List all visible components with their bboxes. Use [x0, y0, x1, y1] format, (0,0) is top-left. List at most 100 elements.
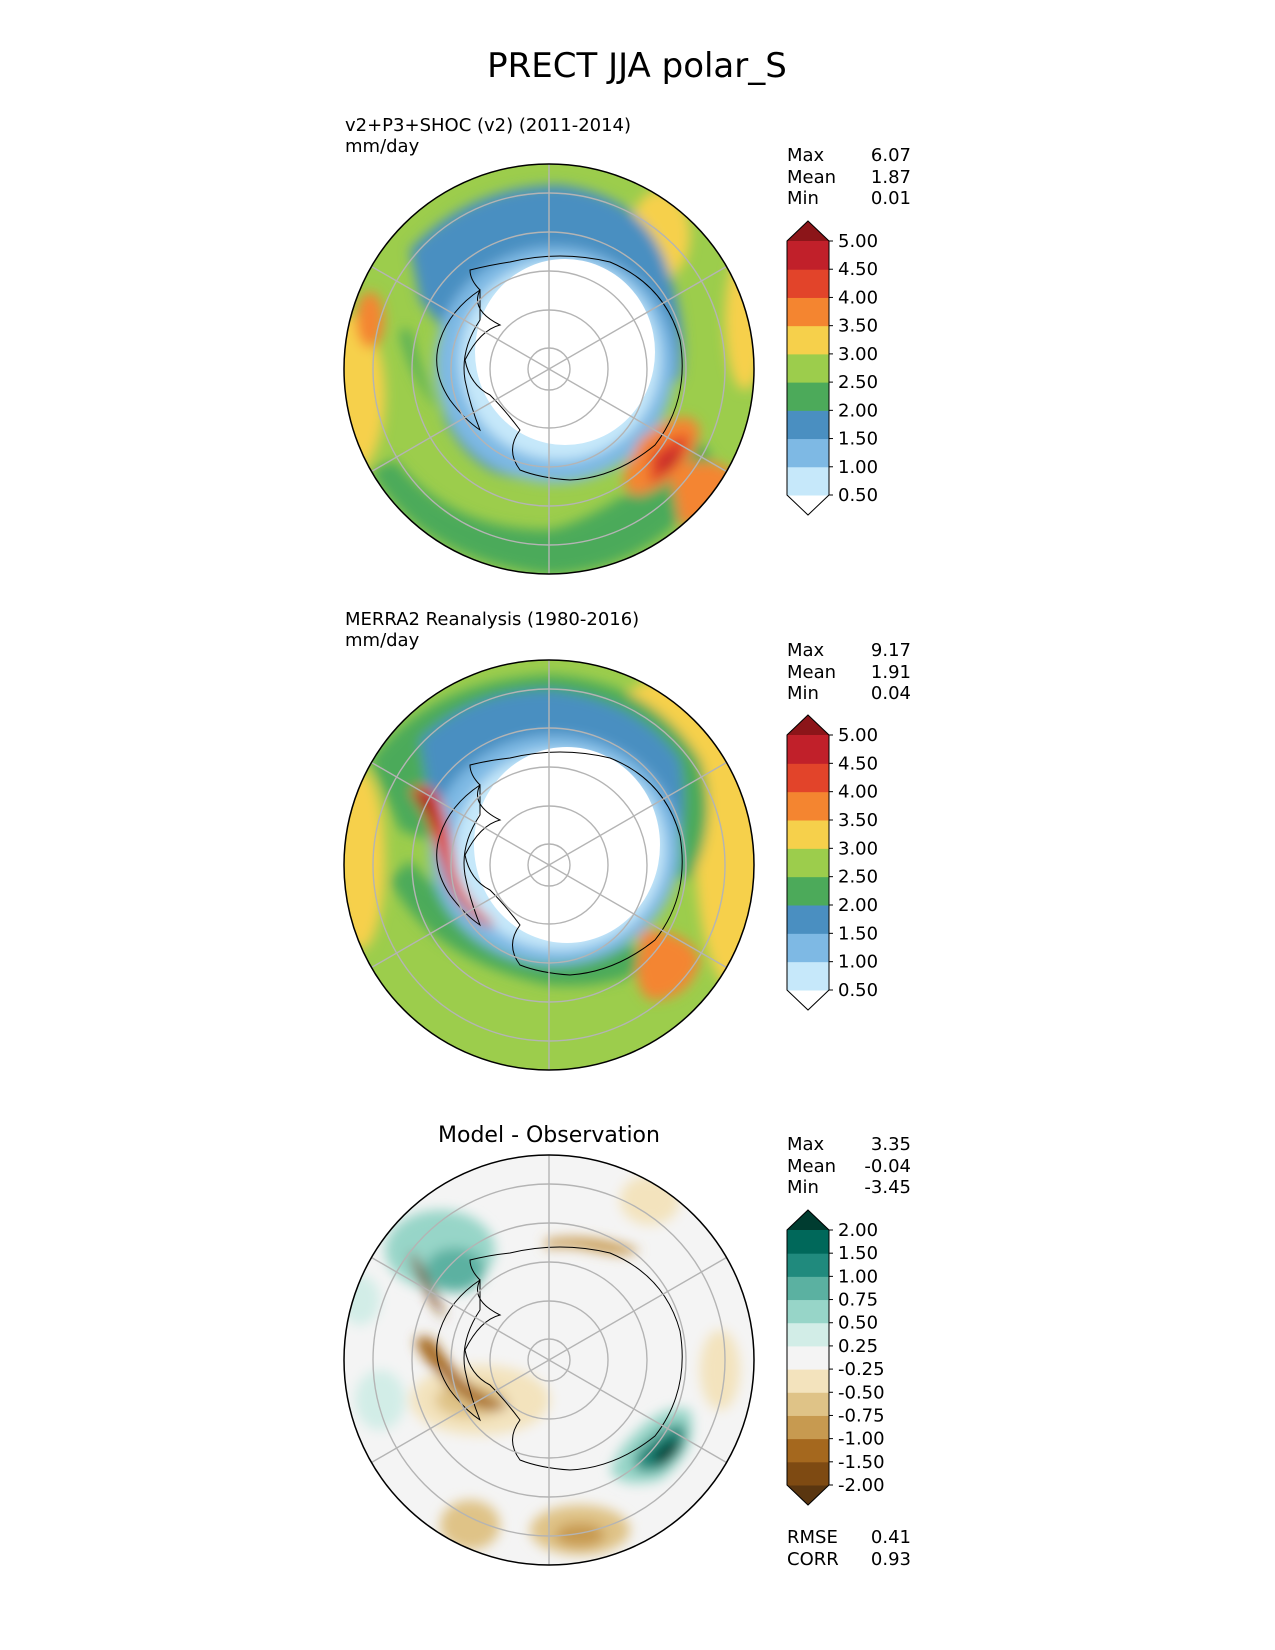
colorbar-tick-label: 4.50: [838, 753, 878, 774]
colorbar-tick-label: 1.50: [838, 923, 878, 944]
stat-max-value: 9.17: [871, 640, 911, 661]
panel-model-units: mm/day: [345, 136, 420, 157]
stat-max-label: Max: [787, 640, 825, 661]
map-boundary: [343, 659, 755, 1071]
colorbar-bin: [787, 763, 829, 793]
colorbar-tick-label: -1.00: [838, 1429, 885, 1450]
stat-mean-label: Mean: [787, 167, 836, 188]
colorbar-bin: [787, 1299, 829, 1324]
coastline: [464, 1246, 683, 1471]
colorbar-bin: [787, 933, 829, 963]
colorbar-bin: [787, 1415, 829, 1440]
colorbar-tick-label: 2.00: [838, 1220, 878, 1241]
map-boundary: [343, 163, 755, 575]
stat-min-value: -3.45: [864, 1177, 911, 1198]
colorbar-tick-label: 1.00: [838, 952, 878, 973]
colorbar-bin: [787, 1438, 829, 1463]
colorbar-obs: 0.50 1.00 1.50 2.00 2.50 3.00 3.50 4.00 4.50 5.00: [786, 714, 878, 1011]
stat-mean-value: 1.87: [871, 167, 911, 188]
colorbar-tick-label: 4.00: [838, 782, 878, 803]
colorbar-tick-label: 0.50: [838, 980, 878, 1001]
colorbar-extend-min: [787, 495, 829, 515]
colorbar-tick-label: 2.00: [838, 400, 878, 421]
stat-mean-value: -0.04: [864, 1156, 911, 1177]
coastline: [464, 255, 683, 481]
map-boundary: [343, 1154, 755, 1566]
stat-mean-label: Mean: [787, 1156, 836, 1177]
panel-obs: MERRA2 Reanalysis (1980-2016) mm/day: [343, 609, 911, 1071]
colorbar-tick-label: 4.50: [838, 259, 878, 280]
stat-min-value: 0.01: [871, 188, 911, 209]
stat-max-label: Max: [787, 1134, 825, 1155]
graticule: [371, 660, 727, 1070]
colorbar-tick-label: 1.50: [838, 429, 878, 450]
colorbar-bin: [787, 1230, 829, 1254]
colorbar-bin: [787, 353, 829, 383]
colorbar-tick-label: 3.50: [838, 810, 878, 831]
coastline: [464, 751, 683, 976]
colorbar-tick-label: 3.00: [838, 838, 878, 859]
antarctica-interior: [474, 747, 660, 943]
colorbar-tick-label: 0.25: [838, 1336, 878, 1357]
colorbar-extend-max: [787, 221, 829, 241]
colorbar-model: 0.50 1.00 1.50 2.00 2.50 3.00 3.50 4.00 4.50 5.00: [786, 220, 878, 516]
stat-rmse-value: 0.41: [871, 1527, 911, 1548]
colorbar-tick-label: 3.50: [838, 316, 878, 337]
stat-min-label: Min: [787, 1177, 819, 1198]
stat-max-value: 6.07: [871, 145, 911, 166]
colorbar-bin: [787, 876, 829, 906]
colorbar-bin: [787, 325, 829, 355]
colorbar-tick-label: -2.00: [838, 1475, 885, 1496]
stat-mean-value: 1.91: [871, 662, 911, 683]
colorbar-tick-label: 2.50: [838, 867, 878, 888]
figure-title: PRECT JJA polar_S: [487, 46, 787, 86]
colorbar-bin: [787, 735, 829, 764]
colorbar-bin: [787, 410, 829, 440]
stat-rmse-label: RMSE: [787, 1527, 838, 1548]
colorbar-tick-label: 0.75: [838, 1290, 878, 1311]
colorbar-tick-label: 2.00: [838, 895, 878, 916]
stat-max-value: 3.35: [871, 1134, 911, 1155]
colorbar-tick-label: 1.00: [838, 1266, 878, 1287]
colorbar-tick-label: 1.50: [838, 1243, 878, 1264]
colorbar-bin: [787, 269, 829, 298]
colorbar-bin: [787, 1253, 829, 1277]
stat-min-value: 0.04: [871, 683, 911, 704]
stats-diff: Max 3.35 Mean -0.04 Min -3.45 RMSE 0.41 …: [787, 1134, 911, 1570]
colorbar-bin: [787, 1392, 829, 1416]
stat-mean-label: Mean: [787, 662, 836, 683]
colorbar-bin: [787, 466, 829, 496]
colorbar-tick-label: 2.50: [838, 372, 878, 393]
colorbar-tick-label: 0.50: [838, 485, 878, 506]
stat-corr-label: CORR: [787, 1549, 839, 1570]
colorbar-tick-label: -1.50: [838, 1452, 885, 1473]
colorbar-bin: [787, 961, 829, 991]
stats-obs: Max 9.17 Mean 1.91 Min 0.04: [787, 640, 911, 704]
colorbar-tick-label: 0.50: [838, 1313, 878, 1334]
stat-min-label: Min: [787, 683, 819, 704]
graticule: [371, 1155, 727, 1565]
colorbar-bin: [787, 1369, 829, 1393]
colorbar-bin: [787, 241, 829, 270]
colorbar-tick-label: 1.00: [838, 457, 878, 478]
colorbar-extend-min: [787, 1485, 829, 1505]
panel-diff-title: Model - Observation: [438, 1123, 660, 1148]
colorbar-bin: [787, 791, 829, 821]
colorbar-extend-max: [787, 1210, 829, 1230]
peninsula-coastline: [436, 784, 482, 927]
colorbar-tick-label: 3.00: [838, 344, 878, 365]
colorbar-tick-label: -0.25: [838, 1359, 885, 1380]
colorbar-bin: [787, 820, 829, 849]
colorbar-extend-min: [787, 990, 829, 1010]
colorbar-bin: [787, 297, 829, 327]
colorbar-bin: [787, 382, 829, 411]
panel-diff-map: [344, 1155, 754, 1565]
colorbar-bin: [787, 1345, 829, 1370]
panel-obs-title: MERRA2 Reanalysis (1980-2016): [345, 609, 639, 630]
graticule: [371, 164, 727, 574]
panel-model: v2+P3+SHOC (v2) (2011-2014) mm/day: [343, 115, 911, 575]
panel-model-map: [344, 164, 754, 574]
colorbar-tick-label: 5.00: [838, 725, 878, 746]
colorbar-bin: [787, 1276, 829, 1301]
